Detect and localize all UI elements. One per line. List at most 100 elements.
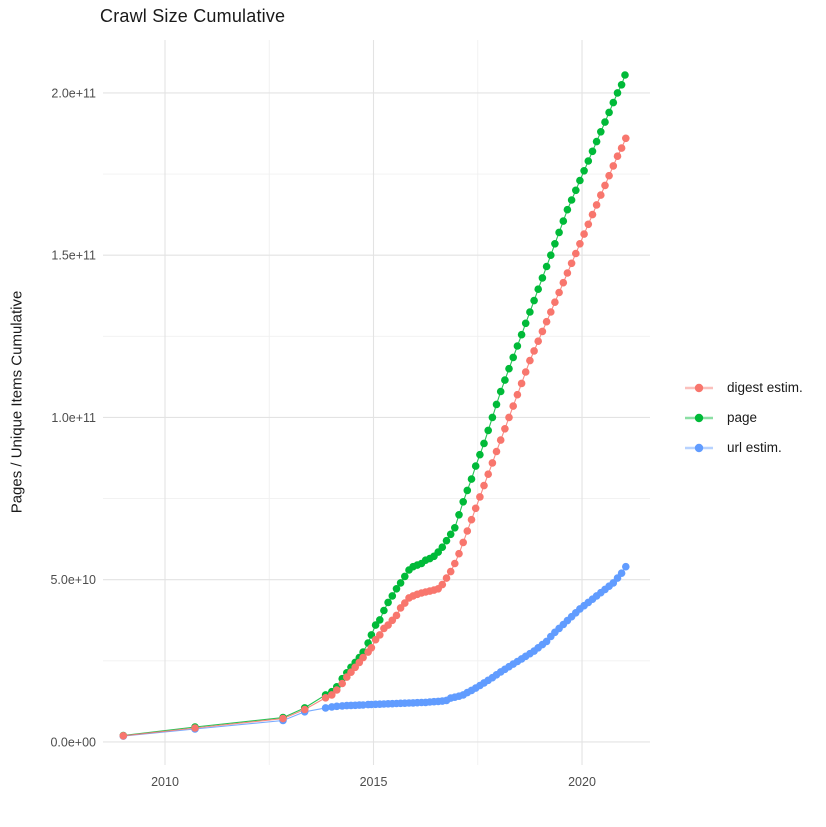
series-point-page (401, 572, 409, 581)
series-point-page (563, 205, 572, 214)
series-point-digest-estim- (563, 269, 572, 277)
series-point-page (396, 579, 405, 587)
legend-key-digest-icon (685, 383, 713, 392)
y-tick-label: 1.0e+11 (51, 411, 96, 425)
series-point-url-estim- (622, 562, 630, 571)
series-point-page (542, 262, 551, 271)
series-point-digest-estim- (333, 686, 341, 694)
series-point-page (380, 606, 388, 615)
series-point-digest-estim- (580, 230, 588, 238)
series-point-page (438, 543, 447, 551)
legend: digest estim. page url estim. (684, 377, 803, 458)
series-point-digest-estim- (442, 574, 451, 582)
series-point-digest-estim- (501, 425, 509, 433)
series-point-page (459, 498, 468, 506)
series-point-digest-estim- (513, 390, 522, 399)
series-point-page (371, 621, 380, 629)
series-point-page (584, 157, 593, 165)
y-tick-label: 1.5e+11 (51, 249, 96, 263)
series-point-digest-estim- (613, 152, 622, 160)
series-point-digest-estim- (321, 694, 330, 702)
series-point-page (501, 376, 509, 384)
series-point-url-estim- (617, 569, 626, 577)
series-point-page (521, 319, 530, 328)
series-point-digest-estim- (467, 515, 476, 524)
series-point-page (505, 364, 513, 373)
series-point-digest-estim- (279, 714, 287, 723)
legend-label: url estim. (727, 440, 782, 455)
series-point-page (463, 486, 472, 495)
series-point-digest-estim- (492, 447, 501, 456)
series-point-digest-estim- (496, 436, 505, 444)
series-point-page (547, 251, 555, 259)
legend-item-digest-estim: digest estim. (684, 377, 803, 398)
series-point-digest-estim- (609, 162, 618, 170)
series-point-digest-estim- (547, 308, 555, 316)
series-point-page (442, 536, 451, 545)
series-point-page (534, 285, 542, 294)
series-point-page (567, 196, 576, 204)
series-point-digest-estim- (484, 470, 493, 479)
series-point-digest-estim- (488, 459, 497, 467)
series-point-digest-estim- (622, 134, 630, 143)
series-point-digest-estim- (119, 732, 128, 740)
series-point-page (609, 98, 618, 107)
x-tick-label: 2015 (360, 775, 388, 789)
series-point-page (492, 400, 501, 409)
series-point-page (446, 530, 455, 539)
series-point-page (613, 89, 622, 97)
series-point-digest-estim- (328, 691, 336, 699)
series-point-page (496, 387, 505, 396)
series-point-page (597, 128, 605, 136)
series-point-page (471, 462, 480, 470)
y-axis-title: Pages / Unique Items Cumulative (8, 290, 26, 514)
series-point-digest-estim- (555, 288, 563, 297)
series-point-page (530, 296, 538, 305)
series-point-digest-estim- (476, 493, 484, 501)
series-point-digest-estim- (471, 504, 480, 513)
y-tick-label: 5.0e+10 (50, 573, 96, 587)
legend-label: page (727, 410, 758, 425)
series-point-digest-estim- (338, 679, 347, 688)
series-point-page (538, 274, 547, 282)
series-point-page (480, 439, 488, 448)
series-point-digest-estim- (617, 144, 626, 152)
series-point-page (392, 585, 401, 593)
y-tick-label: 0.0e+00 (50, 735, 96, 749)
legend-label: digest estim. (727, 380, 803, 395)
series-point-digest-estim- (455, 549, 463, 558)
series-point-digest-estim- (480, 481, 488, 490)
series-point-digest-estim- (601, 181, 609, 190)
series-point-digest-estim- (446, 567, 455, 576)
legend-key-url-icon (685, 443, 713, 452)
legend-item-url-estim: url estim. (684, 437, 803, 458)
series-point-digest-estim- (605, 171, 613, 180)
series-point-page (388, 592, 397, 600)
legend-key-dot (694, 443, 704, 452)
series-point-url-estim- (321, 704, 330, 712)
series-point-digest-estim- (401, 599, 409, 607)
series-point-page (588, 147, 597, 156)
series-line-url-estim- (123, 566, 627, 737)
series-point-digest-estim- (559, 278, 568, 287)
series-point-page (551, 240, 559, 248)
series-point-page (605, 108, 613, 117)
series-point-digest-estim- (597, 191, 605, 199)
series-point-digest-estim- (521, 368, 530, 376)
series-point-digest-estim- (567, 259, 576, 268)
series-point-page (517, 330, 526, 339)
series-point-digest-estim- (584, 220, 593, 229)
legend-key-dot (694, 413, 704, 422)
series-point-page (559, 217, 568, 225)
series-point-page (467, 475, 476, 483)
series-point-digest-estim- (509, 402, 517, 410)
legend-key-dot (694, 383, 704, 392)
series-point-digest-estim- (463, 527, 472, 535)
series-point-page (484, 426, 493, 435)
series-point-page (488, 413, 497, 422)
series-point-page (592, 137, 601, 146)
series-point-digest-estim- (576, 240, 584, 248)
chart-title: Crawl Size Cumulative (100, 6, 286, 26)
series-point-digest-estim- (592, 201, 601, 209)
